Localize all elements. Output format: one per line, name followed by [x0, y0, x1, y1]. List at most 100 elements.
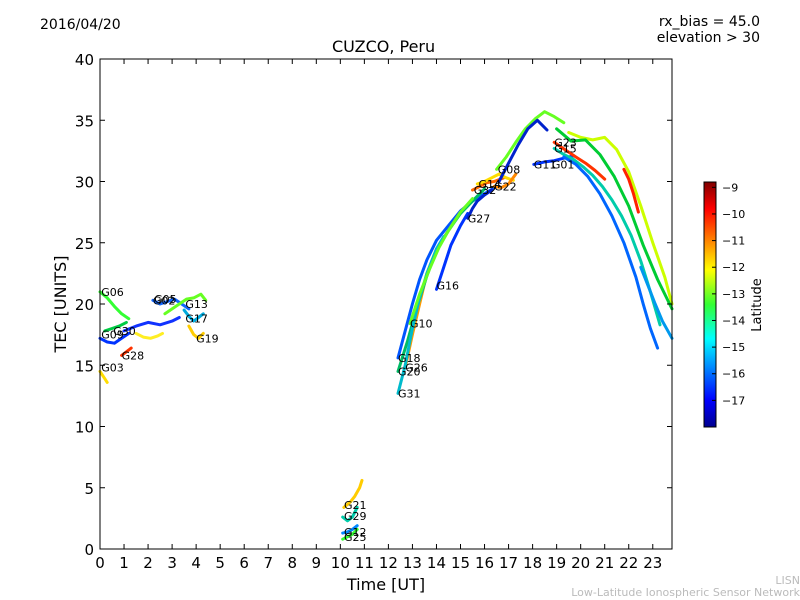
y-tick-label: 35	[75, 112, 94, 130]
y-tick-label: 5	[84, 480, 94, 498]
series-g22	[492, 172, 518, 190]
series-label-g17: G17	[185, 313, 208, 326]
series-label-g08: G08	[498, 163, 521, 176]
series-label-g32: G32	[474, 184, 497, 197]
series-label-g09: G09	[101, 329, 124, 342]
y-tick-label: 40	[75, 51, 94, 69]
footer-credit: LISN Low-Latitude Ionospheric Sensor Net…	[571, 575, 800, 599]
footer-lisn: LISN	[775, 574, 800, 587]
series-label-g18: G18	[398, 352, 421, 365]
series-g09	[98, 331, 131, 345]
series-g02	[151, 297, 191, 311]
x-tick-label: 3	[167, 554, 177, 572]
x-tick-label: 10	[331, 554, 350, 572]
series-label-g14: G14	[479, 178, 502, 191]
series-label-g27: G27	[468, 212, 491, 225]
y-tick-label: 20	[75, 296, 94, 314]
series-g11	[497, 118, 549, 183]
x-tick-label: 19	[547, 554, 566, 572]
y-tick-label: 10	[75, 419, 94, 437]
date-label: 2016/04/20	[40, 17, 121, 33]
colorbar-tick-label: −12	[722, 261, 745, 274]
colorbar-tick-label: −10	[722, 208, 745, 221]
series-g-tail2	[567, 131, 674, 306]
x-tick-label: 16	[475, 554, 494, 572]
x-tick-label: 17	[499, 554, 518, 572]
series-g32	[471, 176, 506, 192]
series-label-g13: G13	[185, 298, 208, 311]
series-label-g29: G29	[344, 510, 367, 523]
series-g15	[552, 146, 662, 327]
x-tick-label: 13	[403, 554, 422, 572]
colorbar	[703, 181, 717, 428]
series-label-g10: G10	[410, 318, 433, 331]
series-g19	[187, 324, 205, 340]
x-tick-label: 2	[143, 554, 153, 572]
x-tick-label: 8	[287, 554, 297, 572]
x-tick-label: 21	[595, 554, 614, 572]
x-tick-label: 12	[379, 554, 398, 572]
colorbar-tick-label: −16	[722, 368, 745, 381]
x-tick-label: 11	[355, 554, 374, 572]
series-label-g26: G26	[405, 362, 428, 375]
colorbar-tick-label: −9	[722, 181, 738, 194]
series-g17	[182, 308, 205, 323]
elevation-text: elevation > 30	[656, 30, 760, 46]
x-tick-label: 7	[263, 554, 273, 572]
series-label-g01: G01	[552, 158, 575, 171]
x-tick-label: 6	[239, 554, 249, 572]
series-label-g20: G20	[398, 365, 421, 378]
series-g27	[466, 188, 494, 220]
series-g16	[435, 211, 470, 291]
x-tick-label: 9	[312, 554, 322, 572]
y-tick-label: 25	[75, 235, 94, 253]
series-g05	[122, 316, 181, 333]
colorbar-tick-label: −13	[722, 288, 745, 301]
series-g03	[98, 369, 109, 384]
series-g-tail5	[639, 265, 674, 340]
series-label-g15: G15	[554, 142, 577, 155]
bias-elevation-label: rx_bias = 45.0 elevation > 30	[657, 14, 760, 46]
series-label-g19: G19	[196, 332, 219, 345]
chart-title: CUZCO, Peru	[332, 37, 436, 56]
y-tick-label: 0	[84, 541, 94, 559]
y-tick-label: 15	[75, 357, 94, 375]
x-tick-label: 18	[523, 554, 542, 572]
x-tick-label: 5	[215, 554, 225, 572]
x-tick-label: 1	[119, 554, 129, 572]
colorbar-tick-label: −14	[722, 314, 745, 327]
x-tick-label: 23	[643, 554, 662, 572]
y-tick-label: 30	[75, 174, 94, 192]
footer-network: Low-Latitude Ionospheric Sensor Network	[571, 586, 800, 599]
series-g14	[475, 172, 515, 186]
x-tick-label: 0	[95, 554, 105, 572]
series-g13	[163, 292, 208, 316]
series-label-g11: G11	[534, 158, 557, 171]
colorbar-tick-label: −17	[722, 394, 745, 407]
series-g30	[103, 320, 128, 333]
series-g29	[341, 505, 359, 523]
colorbar-label: Latitude	[750, 278, 765, 332]
series-g28	[120, 346, 133, 357]
y-axis-label: TEC [UNITS]	[51, 256, 70, 354]
colorbar-tick-label: −11	[722, 235, 745, 248]
series-g25	[341, 527, 359, 541]
series-label-g28: G28	[122, 349, 145, 362]
series-g12	[341, 524, 359, 535]
colorbar-ticks: −9 −10 −11 −12 −13 −14 −15 −16 −17	[712, 181, 745, 407]
x-tick-label: 4	[191, 554, 201, 572]
series-label-g22: G22	[494, 180, 517, 193]
series-g23	[552, 140, 607, 181]
series-g-tail3	[555, 127, 674, 311]
x-tick-label: 15	[451, 554, 470, 572]
x-tick-label: 14	[427, 554, 446, 572]
x-tick-label: 20	[571, 554, 590, 572]
series-label-g21: G21	[344, 499, 367, 512]
series-label-g03: G03	[101, 362, 124, 375]
x-axis-label: Time [UT]	[346, 575, 425, 594]
series-g08	[495, 110, 566, 171]
series-g-low1	[134, 331, 164, 340]
series-label-g16: G16	[436, 280, 459, 293]
series-layer	[98, 110, 674, 541]
